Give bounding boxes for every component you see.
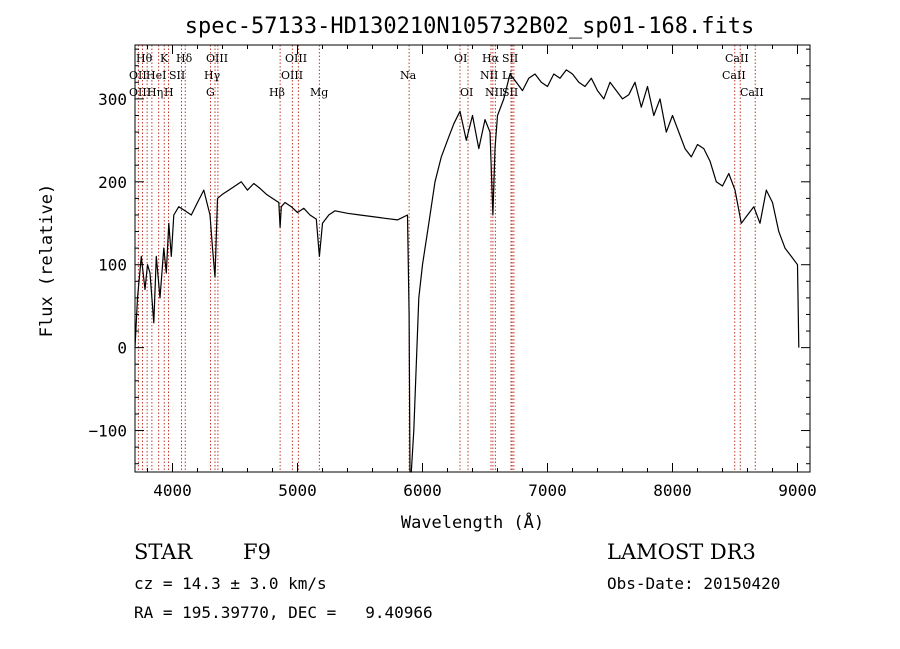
spectrum-line: [134, 69, 800, 473]
line-label: SII: [169, 69, 185, 82]
object-class: STAR: [134, 540, 193, 564]
x-tick-label: 6000: [403, 481, 442, 500]
line-label: Na: [400, 69, 417, 82]
y-axis-label: Flux (relative): [37, 184, 57, 338]
obs-date-text: Obs-Date: 20150420: [607, 574, 781, 593]
line-label: Hγ: [204, 69, 221, 82]
survey-name: LAMOST DR3: [607, 540, 756, 564]
line-label: CaII: [722, 69, 746, 82]
chart-title: spec-57133-HD130210N105732B02_sp01-168.f…: [185, 14, 755, 39]
x-axis-label: Wavelength (Å): [401, 511, 544, 533]
line-label: CaII: [725, 52, 749, 65]
object-subclass: F9: [243, 540, 271, 564]
x-tick-label: 4000: [153, 481, 192, 500]
y-tick-label: 0: [117, 339, 127, 358]
line-label: Hη: [147, 86, 163, 99]
x-tick-label: 5000: [278, 481, 317, 500]
line-label: CaII: [740, 86, 764, 99]
line-label: Mg: [310, 86, 328, 99]
line-label: Hβ: [269, 86, 285, 99]
line-label: Hθ: [136, 52, 153, 65]
line-label: OIII: [281, 69, 303, 82]
line-label: H: [164, 86, 174, 99]
line-label: Hδ: [176, 52, 193, 65]
line-label: Li: [502, 69, 513, 82]
line-label: OIII: [285, 52, 307, 65]
line-label: G: [206, 86, 215, 99]
line-label: Hα: [482, 52, 500, 65]
line-label: OI: [454, 52, 467, 65]
line-label: SII: [502, 52, 518, 65]
x-tick-label: 9000: [778, 481, 817, 500]
line-label: NII: [480, 69, 498, 82]
line-label: OI: [460, 86, 473, 99]
line-label: K: [160, 52, 169, 65]
x-tick-label: 8000: [653, 481, 692, 500]
x-tick-label: 7000: [528, 481, 567, 500]
line-label: OII: [129, 69, 147, 82]
y-tick-label: −100: [88, 422, 127, 441]
coordinates-text: RA = 195.39770, DEC = 9.40966: [134, 603, 433, 622]
line-label: SII: [502, 86, 518, 99]
plot-frame: [134, 44, 811, 473]
y-tick-label: 100: [98, 256, 127, 275]
redshift-text: cz = 14.3 ± 3.0 km/s: [134, 574, 327, 593]
line-label: NII: [485, 86, 503, 99]
line-label: HeI: [146, 69, 166, 82]
line-label: OIII: [129, 86, 151, 99]
line-label: OIII: [206, 52, 228, 65]
y-tick-label: 300: [98, 90, 127, 109]
y-tick-label: 200: [98, 173, 127, 192]
spectrum-chart: 4000 5000 6000 7000 8000 9000 −100 0 100 200 300 Wa…: [37, 14, 817, 533]
